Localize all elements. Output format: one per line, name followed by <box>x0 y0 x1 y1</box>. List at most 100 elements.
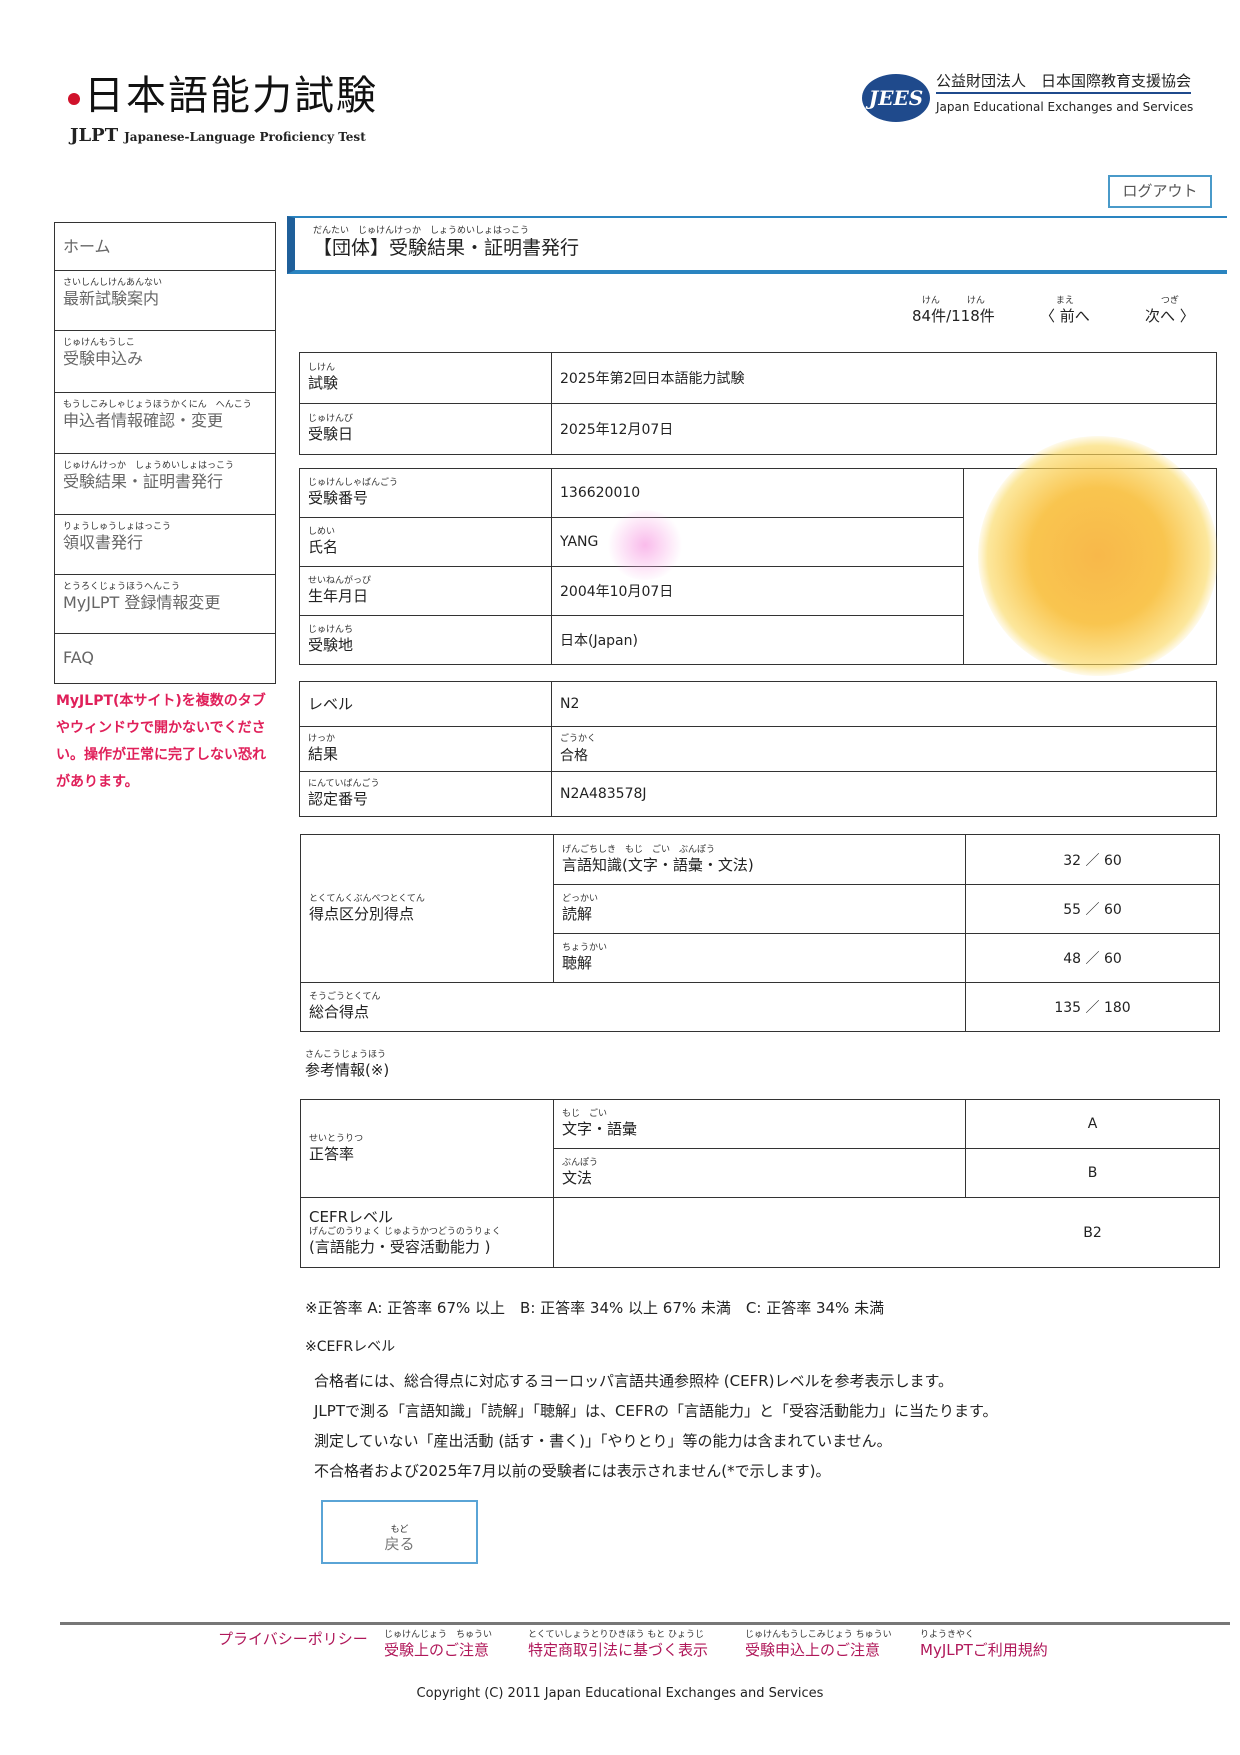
label: 文法 <box>562 1169 593 1187</box>
org-name-en: Japan Educational Exchanges and Services <box>936 100 1194 114</box>
sidebar-item[interactable]: もうしこみしゃじょうほうかくにん へんこう 申込者情報確認・変更 <box>54 392 276 453</box>
exam-info-table: しけん 試験 2025年第2回日本語能力試験 じゅけんび 受験日 2025年12月07日 <box>299 352 1217 455</box>
cefr-note-heading: ※CEFRレベル <box>305 1339 396 1355</box>
grade-value: B <box>965 1148 1220 1198</box>
field-label: せいねんがっぴ 生年月日 <box>299 566 552 616</box>
prev-link[interactable]: まえ〈 前へ <box>1040 296 1090 326</box>
label: 認定番号 <box>308 790 369 808</box>
field-value: ごうかく 合格 <box>551 726 1217 772</box>
label: 正答率 <box>309 1144 355 1163</box>
grade-value: A <box>965 1099 1220 1149</box>
ruby: とうろくじょうほうへんこう <box>63 582 181 592</box>
field-label: しめい 氏名 <box>299 517 552 567</box>
value: 136620010 <box>560 485 641 501</box>
score-value: 48 ／ 60 <box>965 933 1220 983</box>
label: 生年月日 <box>308 587 369 605</box>
ruby: げんごちしき もじ ごい ぶんぽう <box>562 844 716 855</box>
ruby: もうしこみしゃじょうほうかくにん へんこう <box>63 400 252 410</box>
label: 文字・語彙 <box>562 1120 638 1138</box>
value: 2025年第2回日本語能力試験 <box>560 371 745 387</box>
record-count-text: 84件/118件 <box>912 307 995 325</box>
score-row-label: どっかい 読解 <box>553 884 966 934</box>
next-ruby: つぎ <box>1160 296 1179 306</box>
label: 聴解 <box>562 954 593 972</box>
cefr-value: B2 <box>553 1197 1220 1268</box>
field-value: N2 <box>551 681 1217 727</box>
field-label: じゅけんち 受験地 <box>299 615 552 665</box>
photo-redacted-emoji <box>978 436 1218 676</box>
footer-link[interactable]: じゅけんもうしこみじょう ちゅうい 受験申込上のご注意 <box>745 1630 892 1660</box>
sidebar-item-label: 受験申込み <box>63 349 144 368</box>
jlpt-logo-title: 日本語能力試験 <box>68 72 378 120</box>
sidebar-item[interactable]: ホーム <box>54 222 276 270</box>
copyright: Copyright (C) 2011 Japan Educational Exc… <box>416 1686 824 1701</box>
back-button[interactable]: もど 戻る <box>321 1500 478 1564</box>
ruby: ごうかく <box>560 733 597 744</box>
label: 読解 <box>562 905 593 923</box>
ruby: しけん <box>308 363 336 373</box>
value: 合格 <box>560 747 588 764</box>
result-table: レベル N2 けっか 結果 ごうかく 合格 にんていばんごう 認定番号 N2A483578J <box>299 681 1217 817</box>
prev-ruby: まえ <box>1055 296 1074 306</box>
sidebar-item[interactable]: じゅけんけっか しょうめいしょはっこう 受験結果・証明書発行 <box>54 453 276 514</box>
reference-row-label: ぶんぽう 文法 <box>553 1148 966 1198</box>
label: レベル <box>308 694 354 713</box>
ruby: さんこうじょうほう <box>305 1050 387 1060</box>
footer-link-label: 特定商取引法に基づく表示 <box>528 1641 709 1659</box>
logout-button[interactable]: ログアウト <box>1108 175 1212 208</box>
score-row-label: ちょうかい 聴解 <box>553 933 966 983</box>
page-title: だんたい じゅけんけっか しょうめいしょはっこう 【団体】受験結果・証明書発行 <box>287 216 1227 274</box>
sidebar-item[interactable]: じゅけんもうしこ 受験申込み <box>54 330 276 392</box>
ruby: ちょうかい <box>562 943 608 953</box>
cefr-note-line: 合格者には、総合得点に対応するヨーロッパ言語共通参照枠 (CEFR)レベルを参考… <box>314 1372 953 1390</box>
footer-divider <box>60 1622 1230 1625</box>
ruby: せいとうりつ <box>309 1133 364 1144</box>
footer-link-label: プライバシーポリシー <box>218 1630 368 1648</box>
next-link[interactable]: つぎ 次へ 〉 <box>1145 296 1195 326</box>
footer-link[interactable]: プライバシーポリシー <box>218 1630 368 1649</box>
ruby: じゅけんじょう ちゅうい <box>384 1630 493 1640</box>
sidebar-item[interactable]: FAQ <box>54 633 276 684</box>
sidebar-item[interactable]: さいしんしけんあんない 最新試験案内 <box>54 270 276 330</box>
score-value: 32 ／ 60 <box>965 834 1220 885</box>
logo-subtitle-text: Japanese-Language Proficiency Test <box>124 130 366 144</box>
score-table: とくてんくぶんべつとくてん 得点区分別得点 げんごちしき もじ ごい ぶんぽう 言語… <box>300 834 1220 1032</box>
field-value: 2004年10月07日 <box>551 566 964 616</box>
footer-link[interactable]: りようきやく MyJLPTご利用規約 <box>920 1630 1048 1660</box>
ruby: けっか <box>308 734 336 744</box>
ruby: さいしんしけんあんない <box>63 278 163 288</box>
sidebar-item[interactable]: とうろくじょうほうへんこう MyJLPT 登録情報変更 <box>54 574 276 633</box>
footer-link[interactable]: じゅけんじょう ちゅうい 受験上のご注意 <box>384 1630 492 1660</box>
ruby: じゅけんび <box>308 414 354 424</box>
reference-heading: さんこうじょうほう 参考情報(※) <box>305 1050 389 1080</box>
logo-title-text: 日本語能力試験 <box>84 73 378 119</box>
label: 氏名 <box>308 538 339 556</box>
record-count-ruby: けん けん <box>921 296 985 306</box>
ruby: もじ ごい <box>562 1109 608 1119</box>
ruby: せいねんがっぴ <box>308 576 372 586</box>
sidebar-item-label: FAQ <box>63 648 94 667</box>
value: 2025年12月07日 <box>560 422 674 438</box>
footer-link-label: 受験上のご注意 <box>384 1641 490 1659</box>
org-name-jp: 公益財団法人 日本国際教育支援協会 <box>936 72 1192 94</box>
footer-link[interactable]: とくていしょうとりひきほう もと ひょうじ 特定商取引法に基づく表示 <box>528 1630 708 1660</box>
reference-table: せいとうりつ 正答率 もじ ごい 文字・語彙 A ぶんぽう 文法 B CEFRレベル げんご… <box>300 1099 1220 1268</box>
value: 2004年10月07日 <box>560 584 674 600</box>
label: 戻る <box>384 1536 415 1553</box>
ruby: しめい <box>308 527 336 537</box>
sidebar-item[interactable]: りょうしゅうしょはっこう 領収書発行 <box>54 514 276 574</box>
jees-logo: JEES <box>862 74 930 122</box>
total-score-label: そうごうとくてん 総合得点 <box>300 982 966 1032</box>
ruby: じゅけんち <box>308 625 354 635</box>
sidebar-item-label: MyJLPT 登録情報変更 <box>63 593 221 612</box>
rate-note: ※正答率 A: 正答率 67% 以上 B: 正答率 34% 以上 67% 未満 … <box>305 1299 885 1317</box>
footer-link-label: 受験申込上のご注意 <box>745 1641 881 1659</box>
label: 受験番号 <box>308 489 369 507</box>
cefr-note-line: 不合格者および2025年7月以前の受験者には表示されません(*で示します)。 <box>314 1462 831 1480</box>
label: 参考情報(※) <box>305 1061 390 1079</box>
cefr-note-line: 測定していない「産出活動 (話す・書く)」「やりとり」等の能力は含まれていません… <box>314 1432 892 1450</box>
ruby: とくていしょうとりひきほう もと ひょうじ <box>528 1630 705 1640</box>
field-value: 2025年第2回日本語能力試験 <box>551 352 1217 404</box>
sidebar-item-label: ホーム <box>63 237 111 256</box>
page-title-text: 【団体】受験結果・証明書発行 <box>313 237 580 259</box>
